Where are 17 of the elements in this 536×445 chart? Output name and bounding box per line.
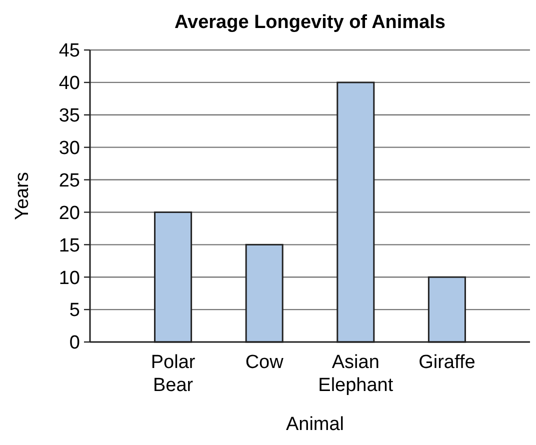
x-tick-label: Cow [245, 352, 284, 373]
y-tick-label: 30 [58, 138, 80, 159]
y-tick-label: 5 [69, 300, 80, 322]
x-tick-label: Giraffe [418, 352, 476, 373]
y-tick-label: 35 [58, 106, 80, 127]
y-tick-label: 45 [58, 40, 80, 62]
x-tick-label: Polar Bear [150, 352, 196, 396]
y-tick-label: 15 [58, 235, 80, 256]
x-tick-label: Asian Elephant [318, 352, 394, 396]
chart-title: Average Longevity of Animals [174, 12, 446, 33]
y-tick-label: 10 [58, 268, 80, 289]
y-tick-label: 0 [69, 332, 80, 354]
x-axis-title: Animal [286, 414, 344, 435]
y-axis-title: Years [12, 172, 33, 220]
y-tick-label: 25 [58, 170, 80, 192]
y-tick-label: 40 [58, 73, 80, 94]
y-tick-label: 20 [58, 202, 80, 224]
